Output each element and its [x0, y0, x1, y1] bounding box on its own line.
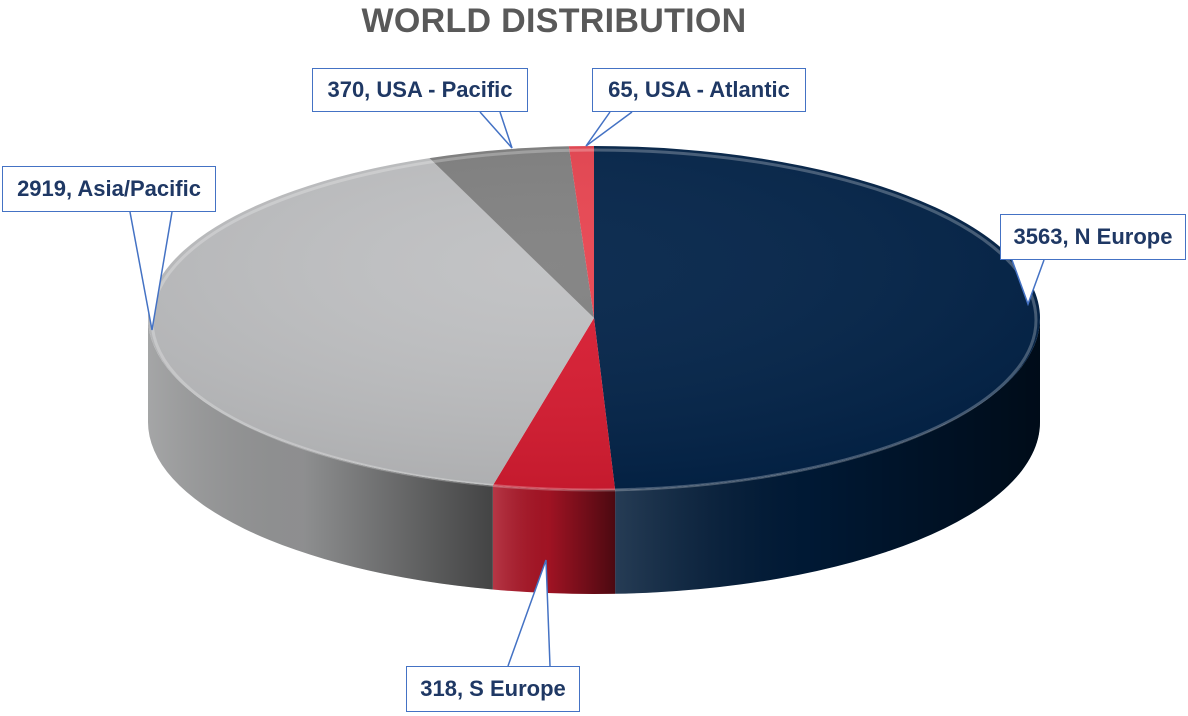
- pie-side-shade-s-europe: [492, 485, 616, 594]
- leader-usa-pacific: [479, 111, 513, 149]
- pie-top-shading: [148, 146, 1040, 490]
- leader-s-europe: [507, 559, 551, 667]
- data-label-s-europe: 318, S Europe: [406, 666, 580, 712]
- leader-asia-pacific: [129, 211, 173, 331]
- leader-usa-atlantic: [585, 111, 633, 147]
- data-label-usa-atlantic: 65, USA - Atlantic: [592, 68, 806, 112]
- pie-side-shade-n-europe: [615, 318, 1040, 594]
- leader-n-europe: [1011, 259, 1045, 307]
- data-label-asia-pacific: 2919, Asia/Pacific: [2, 166, 216, 212]
- pie-side-shade-asia-pacific: [148, 318, 493, 590]
- chart-title: WORLD DISTRIBUTION: [361, 2, 747, 40]
- data-label-usa-pacific: 370, USA - Pacific: [312, 68, 528, 112]
- data-label-n-europe: 3563, N Europe: [1000, 214, 1186, 260]
